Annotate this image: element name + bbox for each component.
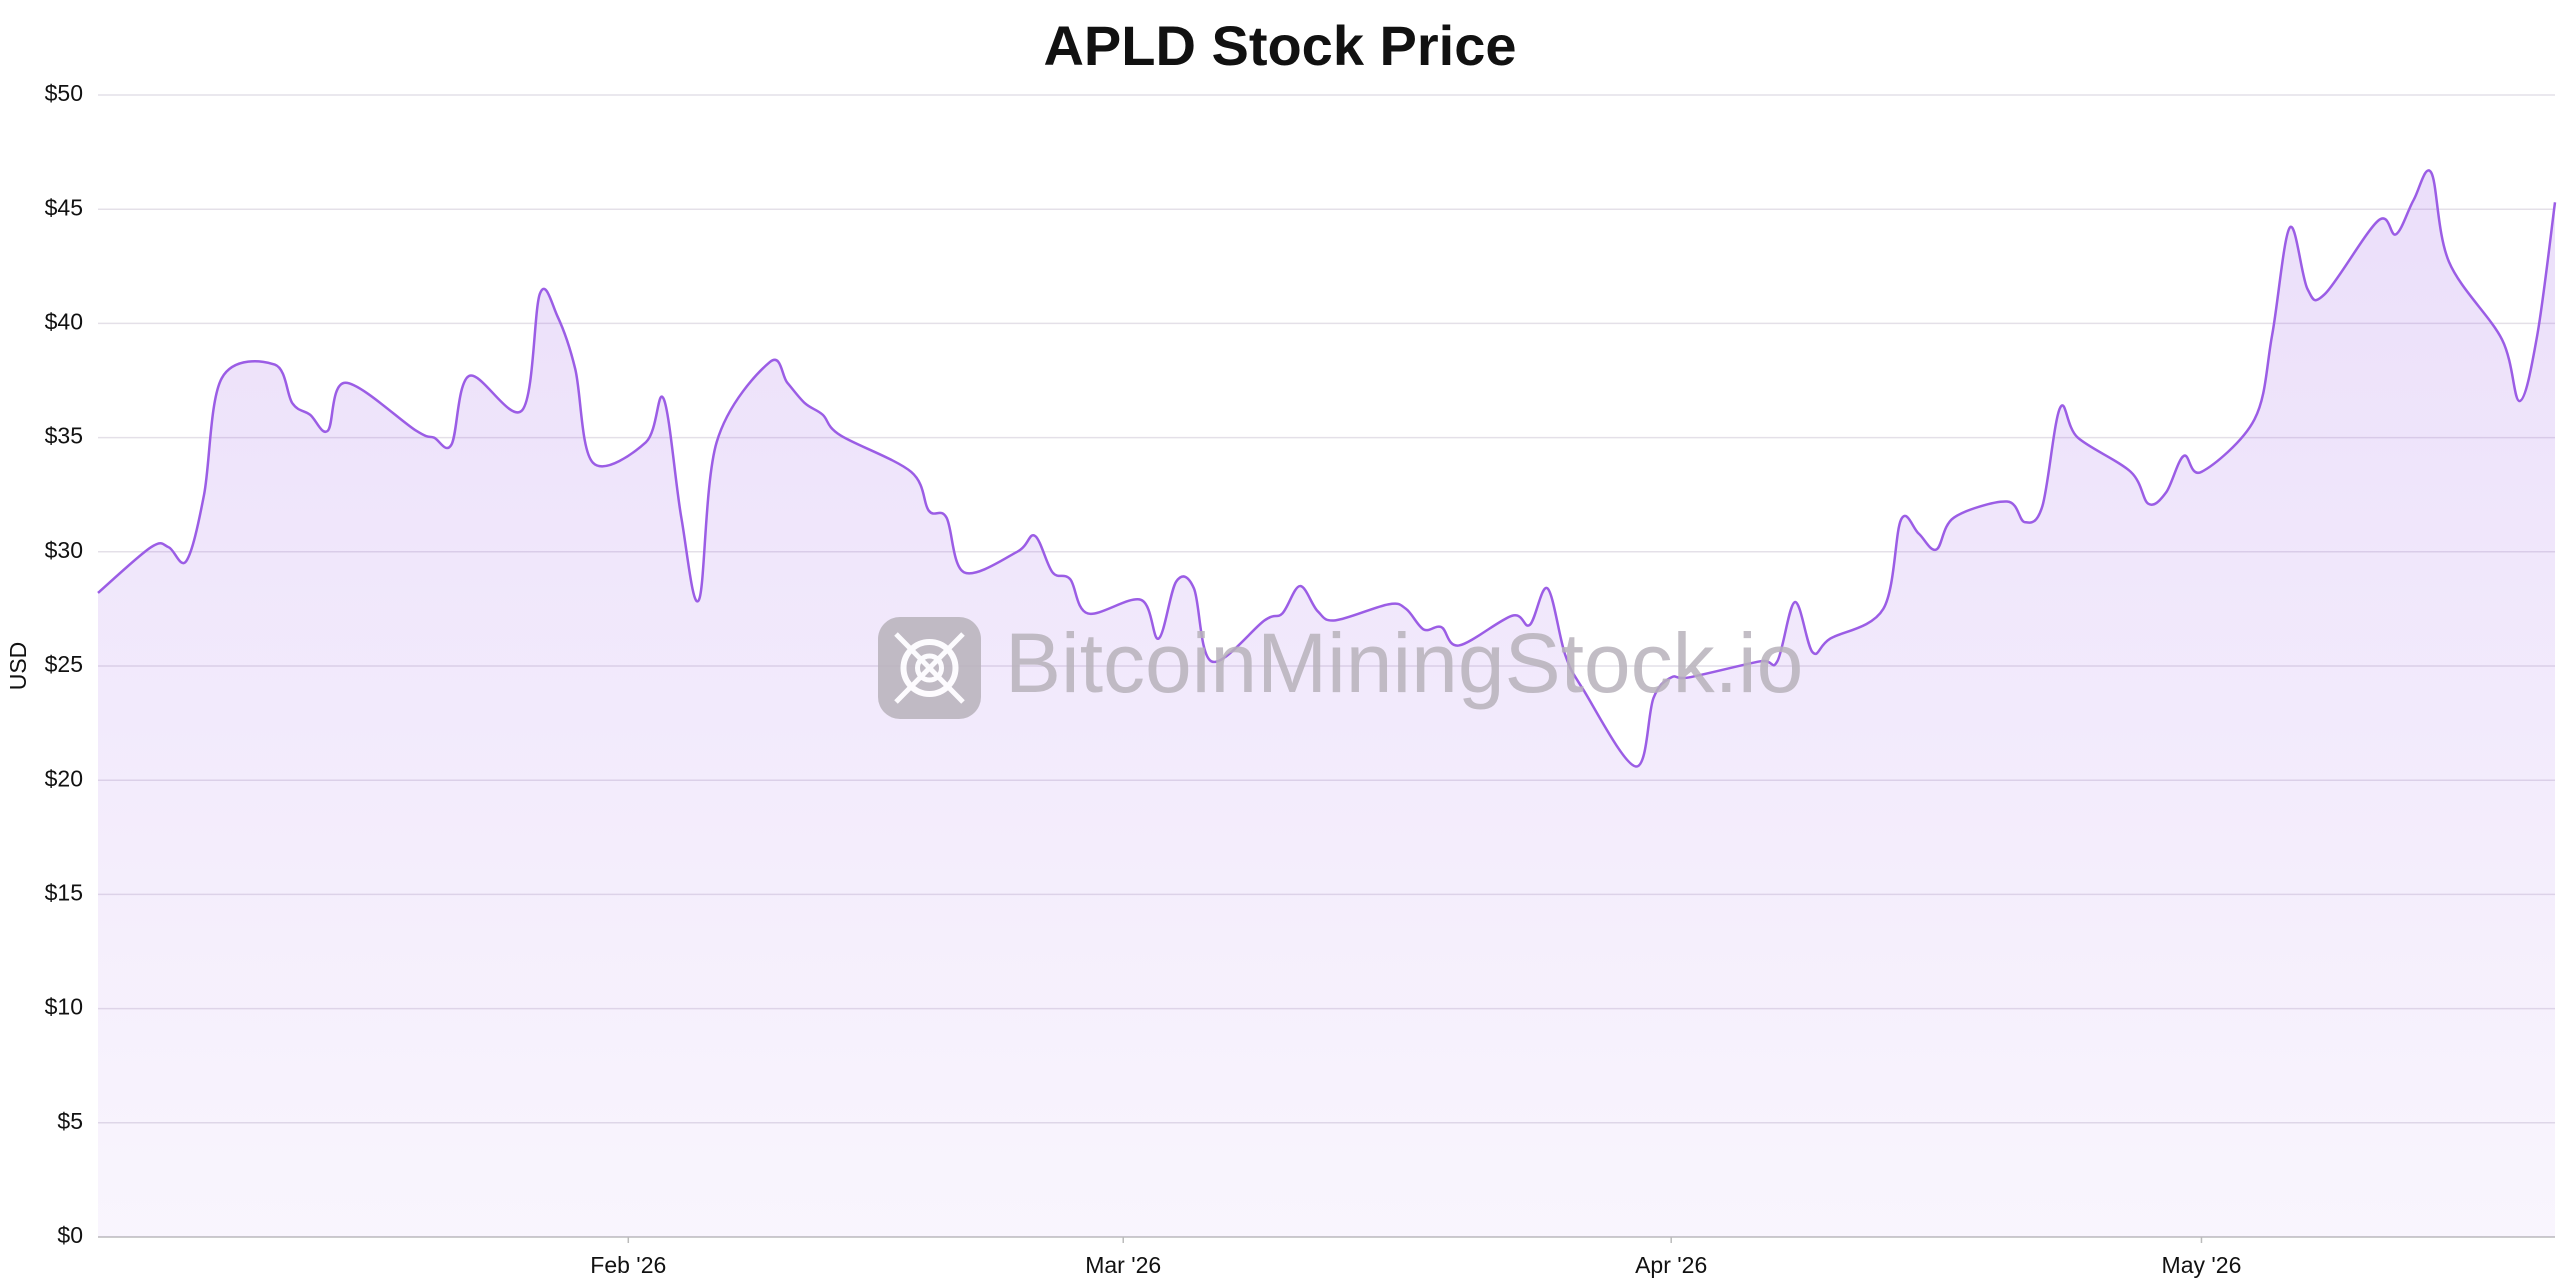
line	[97, 169, 2557, 768]
watermark-text: BitcoinMiningStock.io	[1005, 616, 1803, 710]
x-tick-label: May '26	[2162, 1252, 2242, 1278]
y-tick-label: $35	[45, 423, 83, 449]
y-tick-label: $5	[57, 1108, 83, 1134]
y-tick-label: $20	[45, 765, 83, 791]
watermark-icon-cross	[894, 632, 965, 704]
chart-title: APLD Stock Price	[1043, 14, 1516, 77]
y-tick-label: $15	[45, 879, 83, 905]
area	[98, 170, 2555, 1237]
x-tick-label: Feb '26	[590, 1252, 666, 1278]
watermark-icon-ring	[900, 639, 959, 697]
watermark: BitcoinMiningStock.io	[878, 616, 1803, 719]
y-tick-label: $10	[45, 994, 83, 1020]
y-tick-label: $40	[45, 308, 83, 334]
x-tick-label: Apr '26	[1635, 1252, 1707, 1278]
y-tick-label: $45	[45, 194, 83, 220]
y-tick-label: $30	[45, 537, 83, 563]
y-axis-label: USD	[5, 642, 31, 691]
y-tick-label: $50	[45, 80, 83, 106]
y-tick-label: $0	[57, 1222, 83, 1248]
y-tick-label: $25	[45, 651, 83, 677]
x-tick-label: Mar '26	[1085, 1252, 1161, 1278]
plot	[97, 169, 2557, 1237]
watermark-icon-core	[915, 653, 944, 683]
